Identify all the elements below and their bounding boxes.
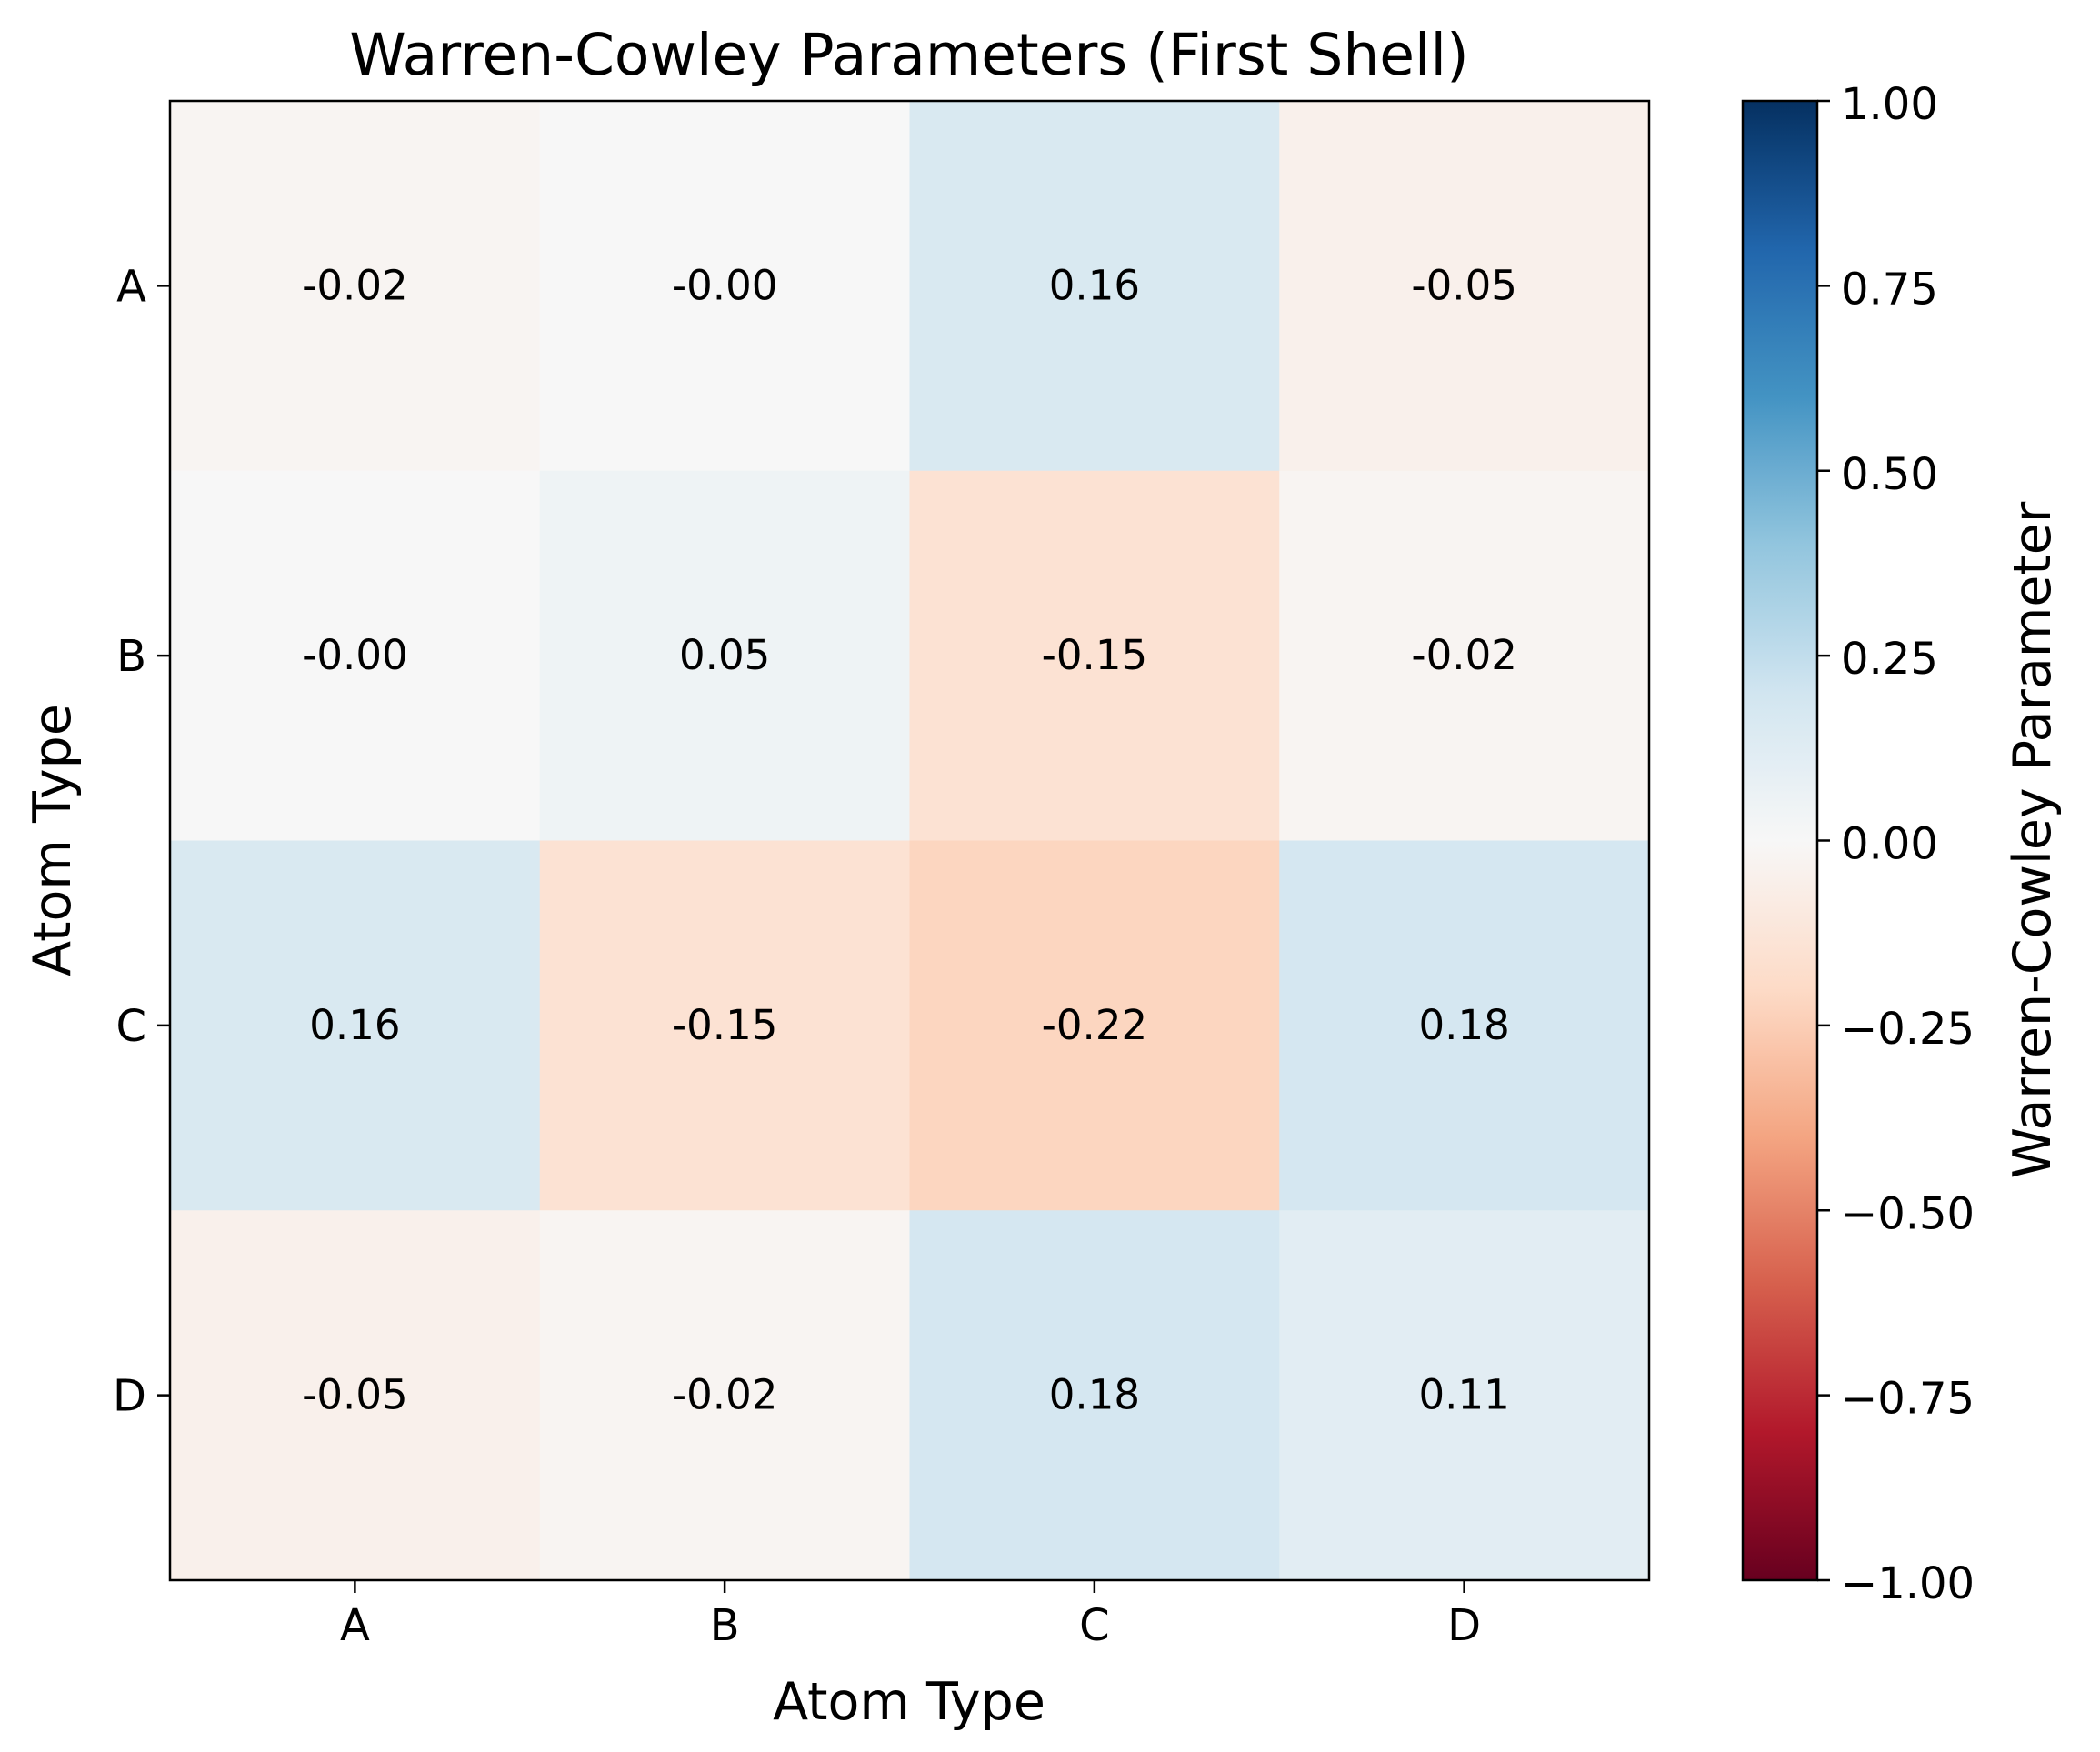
cell-value-label: -0.05	[1411, 261, 1516, 309]
x-axis-label: Atom Type	[773, 1672, 1045, 1732]
colorbar-tick-label: 0.25	[1841, 634, 1938, 685]
heatmap-cell	[170, 470, 541, 841]
heatmap-cell	[909, 470, 1280, 841]
plot-frame	[168, 99, 1651, 1582]
cell-value-label: -0.15	[1042, 631, 1147, 679]
colorbar-tick-label: 1.00	[1841, 79, 1938, 130]
heatmap-cell	[170, 1210, 541, 1581]
heatmap-cell	[1279, 1210, 1650, 1581]
cell-value-label: 0.16	[309, 1001, 400, 1049]
cell-labels: -0.02 -0.00 0.16 -0.05 -0.00 0.05 -0.15 -0.02 0.…	[302, 261, 1517, 1418]
cell-value-label: 0.05	[679, 631, 770, 679]
y-tick-label: A	[116, 261, 146, 312]
cell-value-label: 0.11	[1419, 1371, 1510, 1419]
cell-value-label: -0.22	[1042, 1001, 1147, 1049]
heatmap-cell	[170, 101, 541, 472]
cell-value-label: -0.15	[672, 1001, 777, 1049]
colorbar-tick-label: −0.50	[1841, 1188, 1975, 1239]
colorbar	[1741, 99, 1819, 1582]
y-axis-ticks: A B C D	[113, 261, 170, 1422]
chart-title: Warren-Cowley Parameters (First Shell)	[349, 22, 1468, 88]
x-tick-label: A	[340, 1600, 370, 1651]
heatmap-cell	[1279, 470, 1650, 841]
y-tick-label: C	[115, 1001, 146, 1052]
heatmap-cell	[909, 1210, 1280, 1581]
y-tick-label: D	[113, 1371, 146, 1422]
heatmap-cell	[170, 840, 541, 1211]
heatmap-cell	[909, 101, 1280, 472]
colorbar-label: Warren-Cowley Parameter	[2003, 501, 2063, 1178]
cell-value-label: -0.02	[302, 261, 407, 309]
x-tick-label: D	[1447, 1600, 1481, 1651]
colorbar-tick-label: −0.25	[1841, 1004, 1975, 1055]
cell-value-label: -0.02	[672, 1371, 777, 1419]
y-tick-label: B	[116, 631, 146, 682]
heatmap-cells	[170, 101, 1650, 1581]
cell-value-label: -0.02	[1411, 631, 1516, 679]
heatmap-cell	[1279, 101, 1650, 472]
cell-value-label: -0.05	[302, 1371, 407, 1419]
heatmap-cell	[539, 1210, 910, 1581]
heatmap-cell	[1279, 840, 1650, 1211]
x-tick-label: B	[710, 1600, 740, 1651]
cell-value-label: 0.18	[1419, 1001, 1510, 1049]
x-tick-label: C	[1079, 1600, 1110, 1651]
colorbar-tick-label: 0.00	[1841, 819, 1938, 870]
cell-value-label: -0.00	[672, 261, 777, 309]
colorbar-tick-label: 0.50	[1841, 449, 1938, 500]
heatmap-cell	[539, 470, 910, 841]
cell-value-label: -0.00	[302, 631, 407, 679]
y-axis-label: Atom Type	[23, 704, 83, 976]
heatmap-cell	[539, 840, 910, 1211]
colorbar-ticks: 1.00 0.75 0.50 0.25 0.00 −0.25 −0.50 −0.75 −1.00	[1817, 79, 1975, 1609]
cell-value-label: 0.16	[1049, 261, 1140, 309]
colorbar-tick-label: 0.75	[1841, 264, 1938, 315]
colorbar-tick-label: −1.00	[1841, 1558, 1975, 1609]
heatmap-cell	[539, 101, 910, 472]
cell-value-label: 0.18	[1049, 1371, 1140, 1419]
colorbar-tick-label: −0.75	[1841, 1374, 1975, 1425]
x-axis-ticks: A B C D	[340, 1580, 1481, 1651]
heatmap-cell	[909, 840, 1280, 1211]
